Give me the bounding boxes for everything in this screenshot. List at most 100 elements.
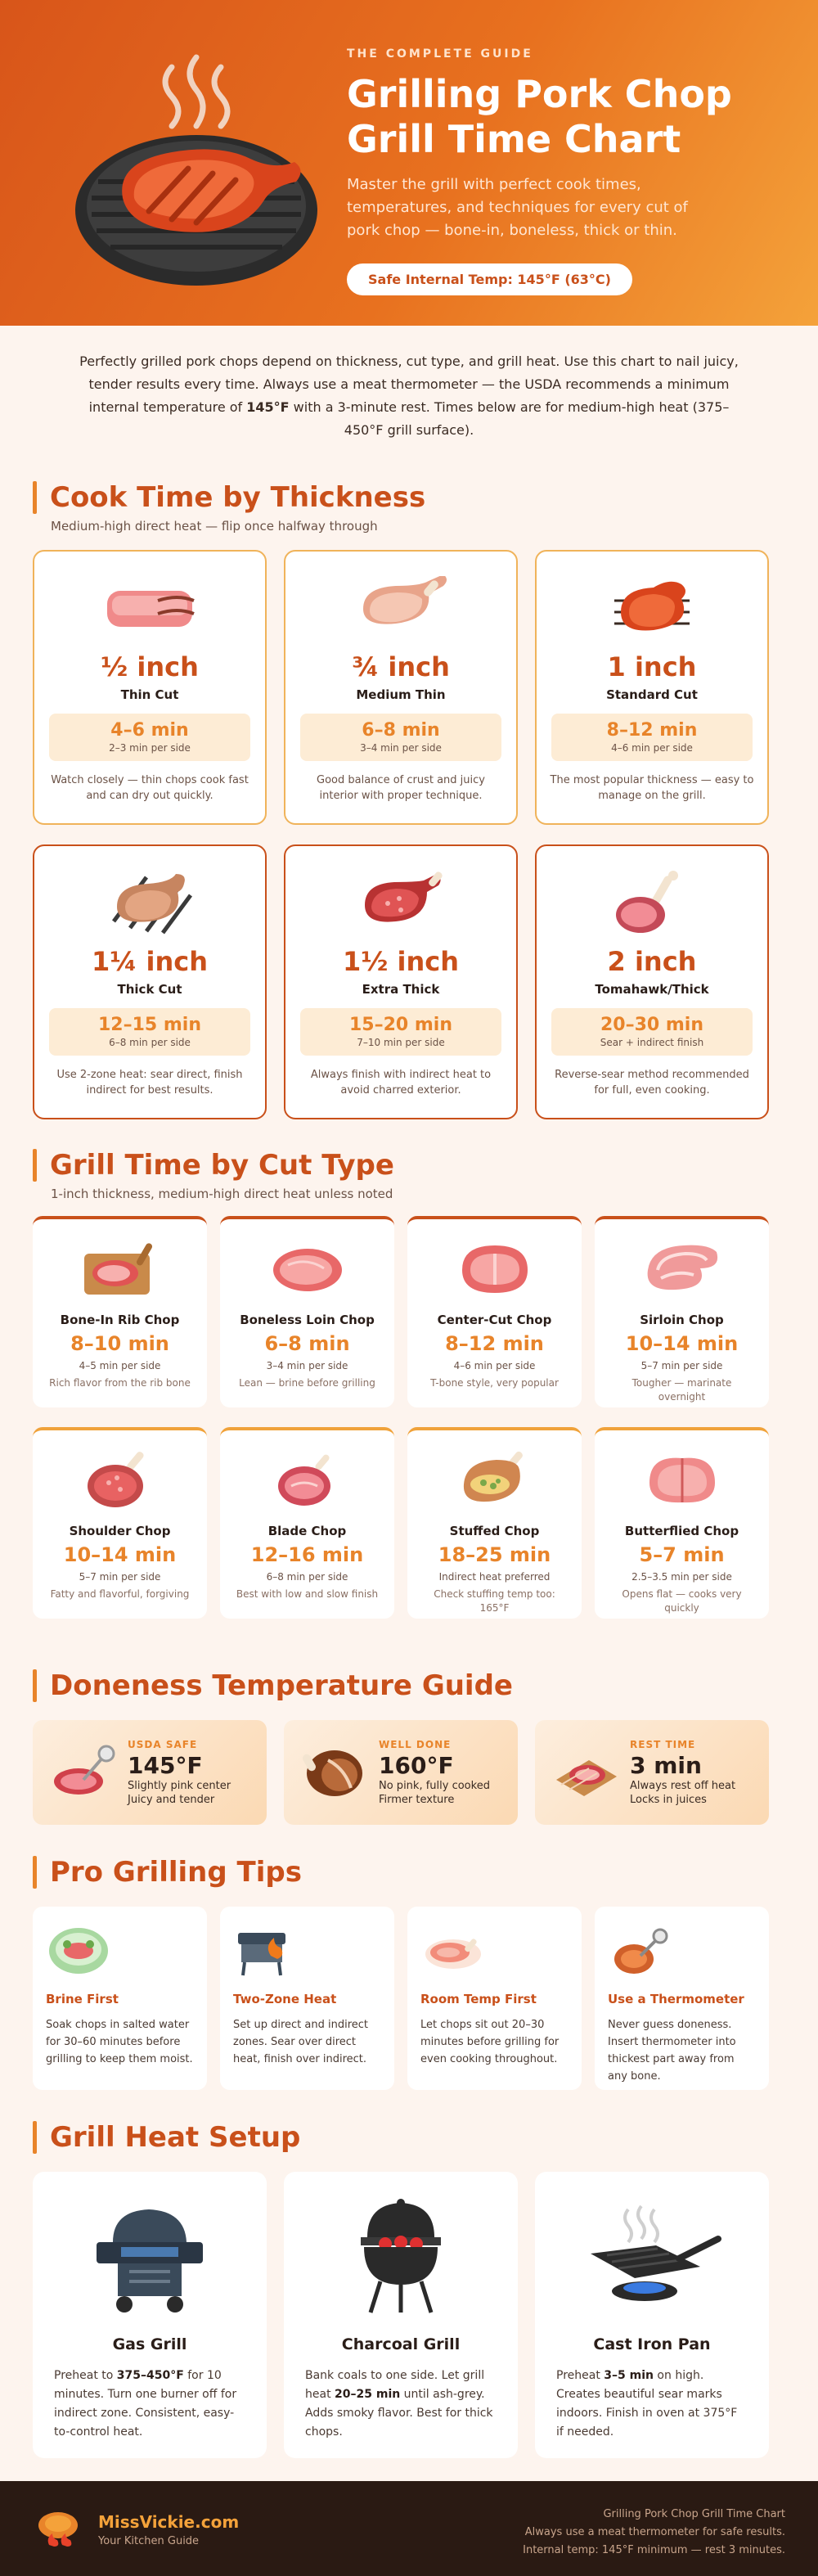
sirloin-chop-icon bbox=[647, 1245, 717, 1290]
thickness-size: 2 inch bbox=[607, 946, 697, 977]
tips-card-grid: Brine First Soak chops in salted water f… bbox=[33, 1907, 769, 2090]
cut-side-time: 2.5–3.5 min per side bbox=[631, 1571, 732, 1583]
doneness-section: Doneness Temperature Guide USDA SAFE 145… bbox=[33, 1669, 769, 1825]
footer-tagline: Your Kitchen Guide bbox=[98, 2535, 200, 2547]
cut-side-time: 6–8 min per side bbox=[266, 1571, 348, 1583]
thickness-note: Always finish with indirect heat to avoi… bbox=[310, 1069, 492, 1097]
doneness-desc-2: Locks in juices bbox=[630, 1793, 707, 1806]
grilled-chop-icon bbox=[614, 581, 690, 631]
time-box: 6–8 min 3–4 min per side bbox=[300, 714, 501, 761]
section-header: Grill Heat Setup bbox=[33, 2121, 769, 2154]
setup-text-bold: 375–450°F bbox=[116, 2369, 184, 2382]
title-line-2: Grill Time Chart bbox=[347, 117, 681, 161]
tip-text: Set up direct and indirect zones. Sear o… bbox=[233, 2019, 369, 2065]
charcoal-kettle-icon bbox=[361, 2199, 441, 2313]
footer-brand[interactable]: MissVickie.com bbox=[98, 2512, 240, 2532]
section-subtitle: 1-inch thickness, medium-high direct hea… bbox=[51, 1187, 393, 1201]
section-header: Doneness Temperature Guide bbox=[33, 1669, 769, 1702]
per-side-time: 2–3 min per side bbox=[109, 742, 191, 754]
per-side-time: 3–4 min per side bbox=[360, 742, 442, 754]
tip-card: Brine First Soak chops in salted water f… bbox=[33, 1907, 207, 2090]
cut-side-time: 5–7 min per side bbox=[79, 1571, 161, 1583]
cook-time: 8–12 min bbox=[606, 720, 698, 741]
cut-side-time: Indirect heat preferred bbox=[438, 1571, 551, 1583]
setup-text-post: for 10 minutes. Turn one burner off for … bbox=[54, 2369, 237, 2439]
footer-note-3: Internal temp: 145°F minimum — rest 3 mi… bbox=[523, 2544, 785, 2556]
footer-note-1: Grilling Pork Chop Grill Time Chart bbox=[603, 2508, 785, 2520]
doneness-text: USDA SAFE 145°F Slightly pink center Jui… bbox=[128, 1739, 231, 1807]
cut-card-grid: Bone-In Rib Chop 8–10 min 4–5 min per si… bbox=[33, 1216, 769, 1619]
cut-time: 12–16 min bbox=[250, 1543, 364, 1566]
doneness-text: WELL DONE 160°F No pink, fully cooked Fi… bbox=[379, 1739, 490, 1807]
section-title: Doneness Temperature Guide bbox=[50, 1669, 513, 1702]
cut-card: Shoulder Chop 10–14 min 5–7 min per side… bbox=[33, 1427, 207, 1619]
thickness-size: 1¼ inch bbox=[91, 946, 209, 977]
hero-subtitle: Master the grill with perfect cook times… bbox=[347, 176, 688, 239]
intro-bold-temp: 145°F bbox=[246, 399, 290, 415]
thickness-note: Good balance of crust and juicy interior… bbox=[317, 774, 485, 802]
bone-in-chop-icon bbox=[363, 576, 447, 624]
cook-time: 20–30 min bbox=[600, 1015, 704, 1035]
time-box: 4–6 min 2–3 min per side bbox=[49, 714, 250, 761]
cook-time: 6–8 min bbox=[362, 720, 440, 741]
cut-time: 6–8 min bbox=[264, 1332, 350, 1355]
grill-marked-chop-icon bbox=[111, 874, 193, 934]
thickness-name: Extra Thick bbox=[362, 982, 440, 997]
grill-pan-icon bbox=[591, 2204, 721, 2301]
section-accent-bar bbox=[33, 1856, 37, 1889]
intro-paragraph: Perfectly grilled pork chops depend on t… bbox=[74, 350, 744, 442]
cut-name: Bone-In Rib Chop bbox=[60, 1313, 180, 1327]
thickness-card: 1¼ inch Thick Cut 12–15 min 6–8 min per … bbox=[33, 844, 267, 1119]
thickness-card: 1 inch Standard Cut 8–12 min 4–6 min per… bbox=[535, 550, 769, 825]
cook-time: 15–20 min bbox=[348, 1015, 453, 1035]
cut-note: Best with low and slow finish bbox=[236, 1588, 379, 1600]
blade-chop-icon bbox=[277, 1454, 330, 1506]
doneness-label: USDA SAFE bbox=[128, 1738, 198, 1750]
setup-text-post: until ash-grey. Adds smoky flavor. Best … bbox=[305, 2388, 493, 2439]
time-box: 20–30 min Sear + indirect finish bbox=[551, 1008, 753, 1056]
cut-name: Stuffed Chop bbox=[449, 1524, 540, 1538]
section-title: Cook Time by Thickness bbox=[50, 481, 426, 514]
setup-card-grid: Gas Grill Preheat to 375–450°F for 10 mi… bbox=[33, 2172, 769, 2458]
tips-section: Pro Grilling Tips Brine First Soak chops… bbox=[33, 1856, 769, 2090]
section-accent-bar bbox=[33, 481, 37, 514]
tip-card: Two-Zone Heat Set up direct and indirect… bbox=[220, 1907, 394, 2090]
section-header: Pro Grilling Tips bbox=[33, 1856, 769, 1889]
doneness-card: USDA SAFE 145°F Slightly pink center Jui… bbox=[33, 1720, 267, 1825]
doneness-desc-1: Slightly pink center bbox=[128, 1779, 231, 1792]
thickness-size: 1½ inch bbox=[342, 946, 460, 977]
setup-text-bold: 3–5 min bbox=[604, 2369, 654, 2382]
tip-title: Room Temp First bbox=[420, 1992, 537, 2006]
setup-card: Cast Iron Pan Preheat 3–5 min on high. C… bbox=[535, 2172, 769, 2458]
footer: MissVickie.com Your Kitchen Guide Grilli… bbox=[0, 2481, 818, 2576]
cut-card: Bone-In Rib Chop 8–10 min 4–5 min per si… bbox=[33, 1216, 207, 1407]
thickness-name: Medium Thin bbox=[356, 687, 446, 702]
per-side-time: 7–10 min per side bbox=[357, 1037, 445, 1048]
setup-title: Gas Grill bbox=[112, 2335, 187, 2353]
grilled-chop-on-grill-icon bbox=[75, 54, 317, 286]
cut-side-time: 5–7 min per side bbox=[640, 1360, 723, 1371]
tip-title: Two-Zone Heat bbox=[233, 1992, 337, 2006]
thermometer-chop-icon bbox=[54, 1745, 115, 1795]
thickness-name: Thick Cut bbox=[117, 982, 182, 997]
thickness-name: Standard Cut bbox=[606, 687, 698, 702]
setup-text-bold: 20–25 min bbox=[335, 2388, 401, 2401]
cut-time: 8–12 min bbox=[445, 1332, 544, 1355]
cut-card: Boneless Loin Chop 6–8 min 3–4 min per s… bbox=[220, 1216, 394, 1407]
hero-eyebrow: THE COMPLETE GUIDE bbox=[347, 47, 533, 61]
thickness-note: Reverse-sear method recommended for full… bbox=[555, 1069, 749, 1097]
thickness-name: Thin Cut bbox=[120, 687, 179, 702]
cut-name: Center-Cut Chop bbox=[437, 1313, 552, 1327]
thickness-section: Cook Time by Thickness Medium-high direc… bbox=[33, 481, 769, 1119]
setup-title: Charcoal Grill bbox=[341, 2335, 461, 2353]
setup-title: Cast Iron Pan bbox=[593, 2335, 711, 2353]
cut-side-time: 3–4 min per side bbox=[266, 1360, 348, 1371]
thickness-card: ½ inch Thin Cut 4–6 min 2–3 min per side… bbox=[33, 550, 267, 825]
cut-time: 5–7 min bbox=[639, 1543, 725, 1566]
cut-note: Tougher — marinate overnight bbox=[631, 1377, 732, 1403]
thick-chop-icon bbox=[365, 871, 443, 922]
grill-setup-section: Grill Heat Setup Gas Grill Preheat to 37… bbox=[33, 2121, 769, 2458]
rib-chop-on-board-icon bbox=[83, 1243, 152, 1295]
thickness-size: ½ inch bbox=[101, 651, 199, 682]
thickness-card: 1½ inch Extra Thick 15–20 min 7–10 min p… bbox=[284, 844, 518, 1119]
